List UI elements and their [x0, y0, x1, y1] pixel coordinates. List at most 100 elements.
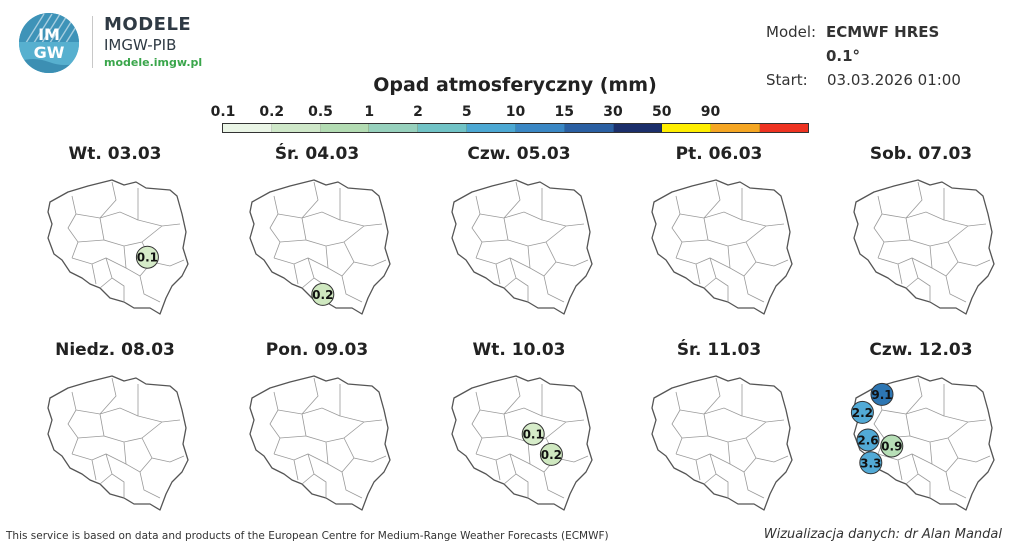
voivodeship-border — [139, 275, 161, 303]
voivodeship-border — [77, 435, 105, 439]
country-outline — [47, 179, 189, 315]
voivodeship-border — [945, 471, 967, 499]
voivodeship-border — [945, 275, 967, 303]
legend-swatch — [320, 124, 370, 132]
legend-swatch — [564, 124, 614, 132]
voivodeship-border — [671, 195, 683, 259]
precip-marker-circle — [850, 400, 874, 424]
voivodeship-border — [681, 435, 709, 439]
model-value: ECMWF HRES 0.1° — [825, 23, 940, 65]
voivodeship-border — [911, 453, 931, 498]
poland-map — [651, 179, 793, 315]
voivodeship-border — [703, 473, 717, 485]
imgw-logo: IM GW — [19, 13, 79, 73]
voivodeship-border — [883, 239, 911, 243]
precip-marker-circle — [859, 451, 883, 475]
voivodeship-border — [75, 407, 139, 417]
voivodeship-border — [745, 241, 789, 267]
country-outline — [651, 179, 793, 315]
voivodeship-border — [137, 188, 181, 227]
voivodeship-border — [509, 257, 529, 302]
precip-value-label: 0.1 — [523, 428, 544, 442]
voivodeship-border — [269, 195, 281, 259]
voivodeship-border — [703, 181, 721, 219]
voivodeship-border — [695, 263, 701, 285]
voivodeship-border — [67, 195, 79, 259]
voivodeship-border — [877, 453, 933, 465]
voivodeship-border — [545, 241, 589, 267]
voivodeship-border — [471, 195, 483, 259]
voivodeship-border — [475, 453, 531, 465]
legend-swatch — [223, 124, 272, 132]
precip-value-label: 3.3 — [860, 456, 881, 470]
voivodeship-border — [943, 188, 987, 227]
precip-marker-circle — [539, 442, 563, 466]
voivodeship-border — [301, 473, 315, 485]
voivodeship-border — [67, 391, 79, 455]
ecmwf-attribution: This service is based on data and produc… — [6, 530, 609, 542]
brand-divider — [92, 16, 93, 68]
voivodeship-border — [743, 471, 765, 499]
forecast-panel: Sob. 07.03 — [826, 144, 1016, 334]
panel-date-title: Śr. 11.03 — [676, 340, 762, 360]
voivodeship-border — [307, 453, 327, 498]
precip-marker: 3.3 — [859, 451, 883, 475]
voivodeship-border — [543, 275, 565, 303]
precip-value-label: 0.1 — [137, 251, 158, 265]
voivodeship-border — [897, 459, 903, 481]
voivodeship-border — [139, 471, 161, 499]
panel-date-title: Niedz. 08.03 — [55, 340, 175, 360]
voivodeship-border — [293, 459, 299, 481]
panel-date-title: Sob. 07.03 — [869, 144, 973, 164]
voivodeship-border — [503, 473, 517, 485]
voivodeship-border — [479, 211, 543, 221]
voivodeship-border — [541, 384, 585, 423]
country-outline — [451, 375, 593, 511]
voivodeship-border — [929, 245, 959, 277]
precip-marker: 0.2 — [539, 442, 563, 466]
voivodeship-border — [481, 435, 509, 439]
precip-marker-circle — [870, 382, 894, 406]
panel-date-title: Wt. 03.03 — [68, 144, 162, 164]
brand-name: MODELE — [104, 14, 192, 35]
voivodeship-border — [71, 453, 127, 465]
voivodeship-border — [905, 181, 923, 219]
brand-url-link[interactable]: modele.imgw.pl — [104, 56, 203, 69]
voivodeship-border — [99, 377, 117, 415]
voivodeship-border — [91, 263, 97, 285]
panel-date-title: Czw. 05.03 — [467, 144, 571, 164]
legend-swatch — [369, 124, 419, 132]
forecast-panel: Wt. 03.03 0.1 — [20, 144, 210, 334]
voivodeship-border — [541, 188, 585, 227]
legend-swatch — [271, 124, 321, 132]
forecast-panel: Pt. 06.03 — [624, 144, 814, 334]
voivodeship-border — [679, 407, 743, 417]
voivodeship-border — [873, 195, 885, 259]
voivodeship-border — [703, 377, 721, 415]
start-value: 03.03.2026 01:00 — [827, 71, 961, 89]
voivodeship-border — [947, 241, 991, 267]
poland-map — [249, 375, 391, 511]
voivodeship-border — [675, 257, 731, 269]
voivodeship-border — [339, 384, 383, 423]
panel-date-title: Pt. 06.03 — [675, 144, 763, 164]
legend-tick-label: 90 — [700, 104, 721, 120]
voivodeship-border — [509, 453, 529, 498]
country-outline — [249, 179, 391, 315]
country-outline — [451, 179, 593, 315]
voivodeship-border — [123, 245, 153, 277]
poland-map: 0.2 — [249, 179, 391, 315]
forecast-panel: Pon. 09.03 — [222, 340, 412, 530]
voivodeship-border — [947, 437, 991, 463]
precip-marker-circle — [880, 434, 904, 458]
voivodeship-border — [99, 181, 117, 219]
model-label: Model: — [766, 23, 817, 41]
voivodeship-border — [703, 277, 717, 289]
poland-map — [853, 179, 995, 315]
voivodeship-border — [681, 239, 709, 243]
voivodeship-border — [727, 245, 757, 277]
voivodeship-border — [741, 384, 785, 423]
voivodeship-border — [273, 453, 329, 465]
voivodeship-border — [325, 441, 355, 473]
legend-swatch — [515, 124, 565, 132]
